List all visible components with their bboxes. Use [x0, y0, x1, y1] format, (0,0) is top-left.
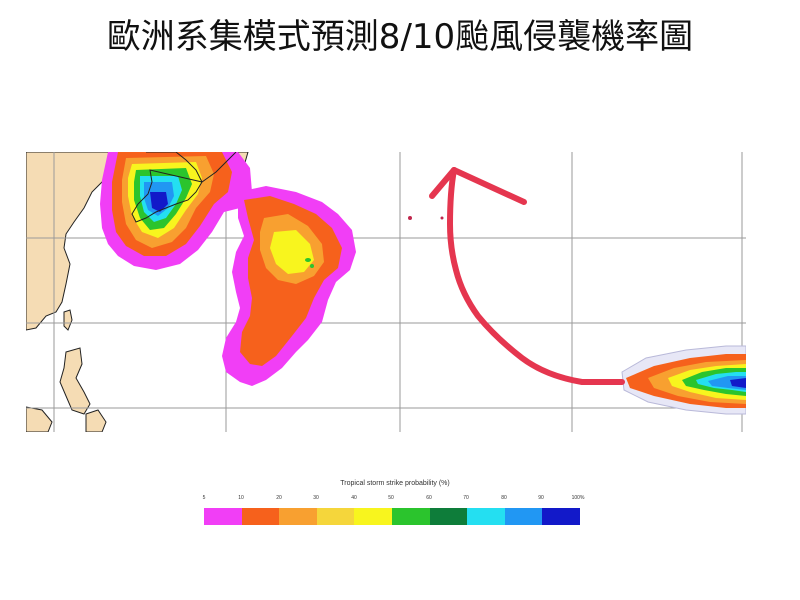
legend-tick: 80 [501, 495, 507, 501]
hand-drawn-arrow [429, 167, 625, 385]
legend-tick: 40 [351, 495, 357, 501]
small-mark-2 [440, 216, 444, 220]
legend-tick: 90 [538, 495, 544, 501]
storm-probability-japan [100, 152, 252, 270]
legend-swatch [279, 508, 317, 525]
legend-swatch [542, 508, 580, 525]
legend-tick: 30 [313, 495, 319, 501]
legend-swatch [316, 508, 355, 525]
legend-swatch [504, 508, 543, 525]
legend-swatch [467, 508, 505, 525]
legend-tick: 60 [426, 495, 432, 501]
legend-tick: 10 [238, 495, 244, 501]
legend-swatch [391, 508, 430, 525]
philippines-south [85, 409, 107, 432]
probability-legend: Tropical storm strike probability (%) 5 … [200, 480, 590, 540]
legend-color-bar [204, 508, 580, 525]
legend-title: Tropical storm strike probability (%) [340, 480, 450, 487]
legend-tick: 100% [571, 495, 585, 501]
legend-swatch [429, 508, 468, 525]
legend-swatch [354, 508, 392, 525]
small-mark [408, 216, 412, 220]
taiwan-island [63, 309, 73, 331]
legend-tick: 70 [463, 495, 469, 501]
title-text: 歐洲系集模式預測8/10颱風侵襲機率圖 [107, 17, 693, 57]
legend-tick: 5 [202, 495, 206, 501]
philippines-islands [59, 347, 91, 415]
legend-ticks: 5 10 20 30 40 50 60 70 80 90 100% [200, 495, 590, 505]
legend-tick: 50 [388, 495, 394, 501]
legend-swatch [204, 508, 242, 525]
storm-probability-east [621, 345, 746, 415]
storm-probability-central [222, 186, 356, 386]
map-svg [26, 152, 746, 432]
japan-coastline-overlay [131, 152, 237, 223]
page-title: 歐洲系集模式預測8/10颱風侵襲機率圖 [0, 6, 800, 66]
legend-tick: 20 [276, 495, 282, 501]
legend-swatch [241, 508, 280, 525]
probability-map [26, 152, 746, 432]
borneo [26, 406, 53, 432]
